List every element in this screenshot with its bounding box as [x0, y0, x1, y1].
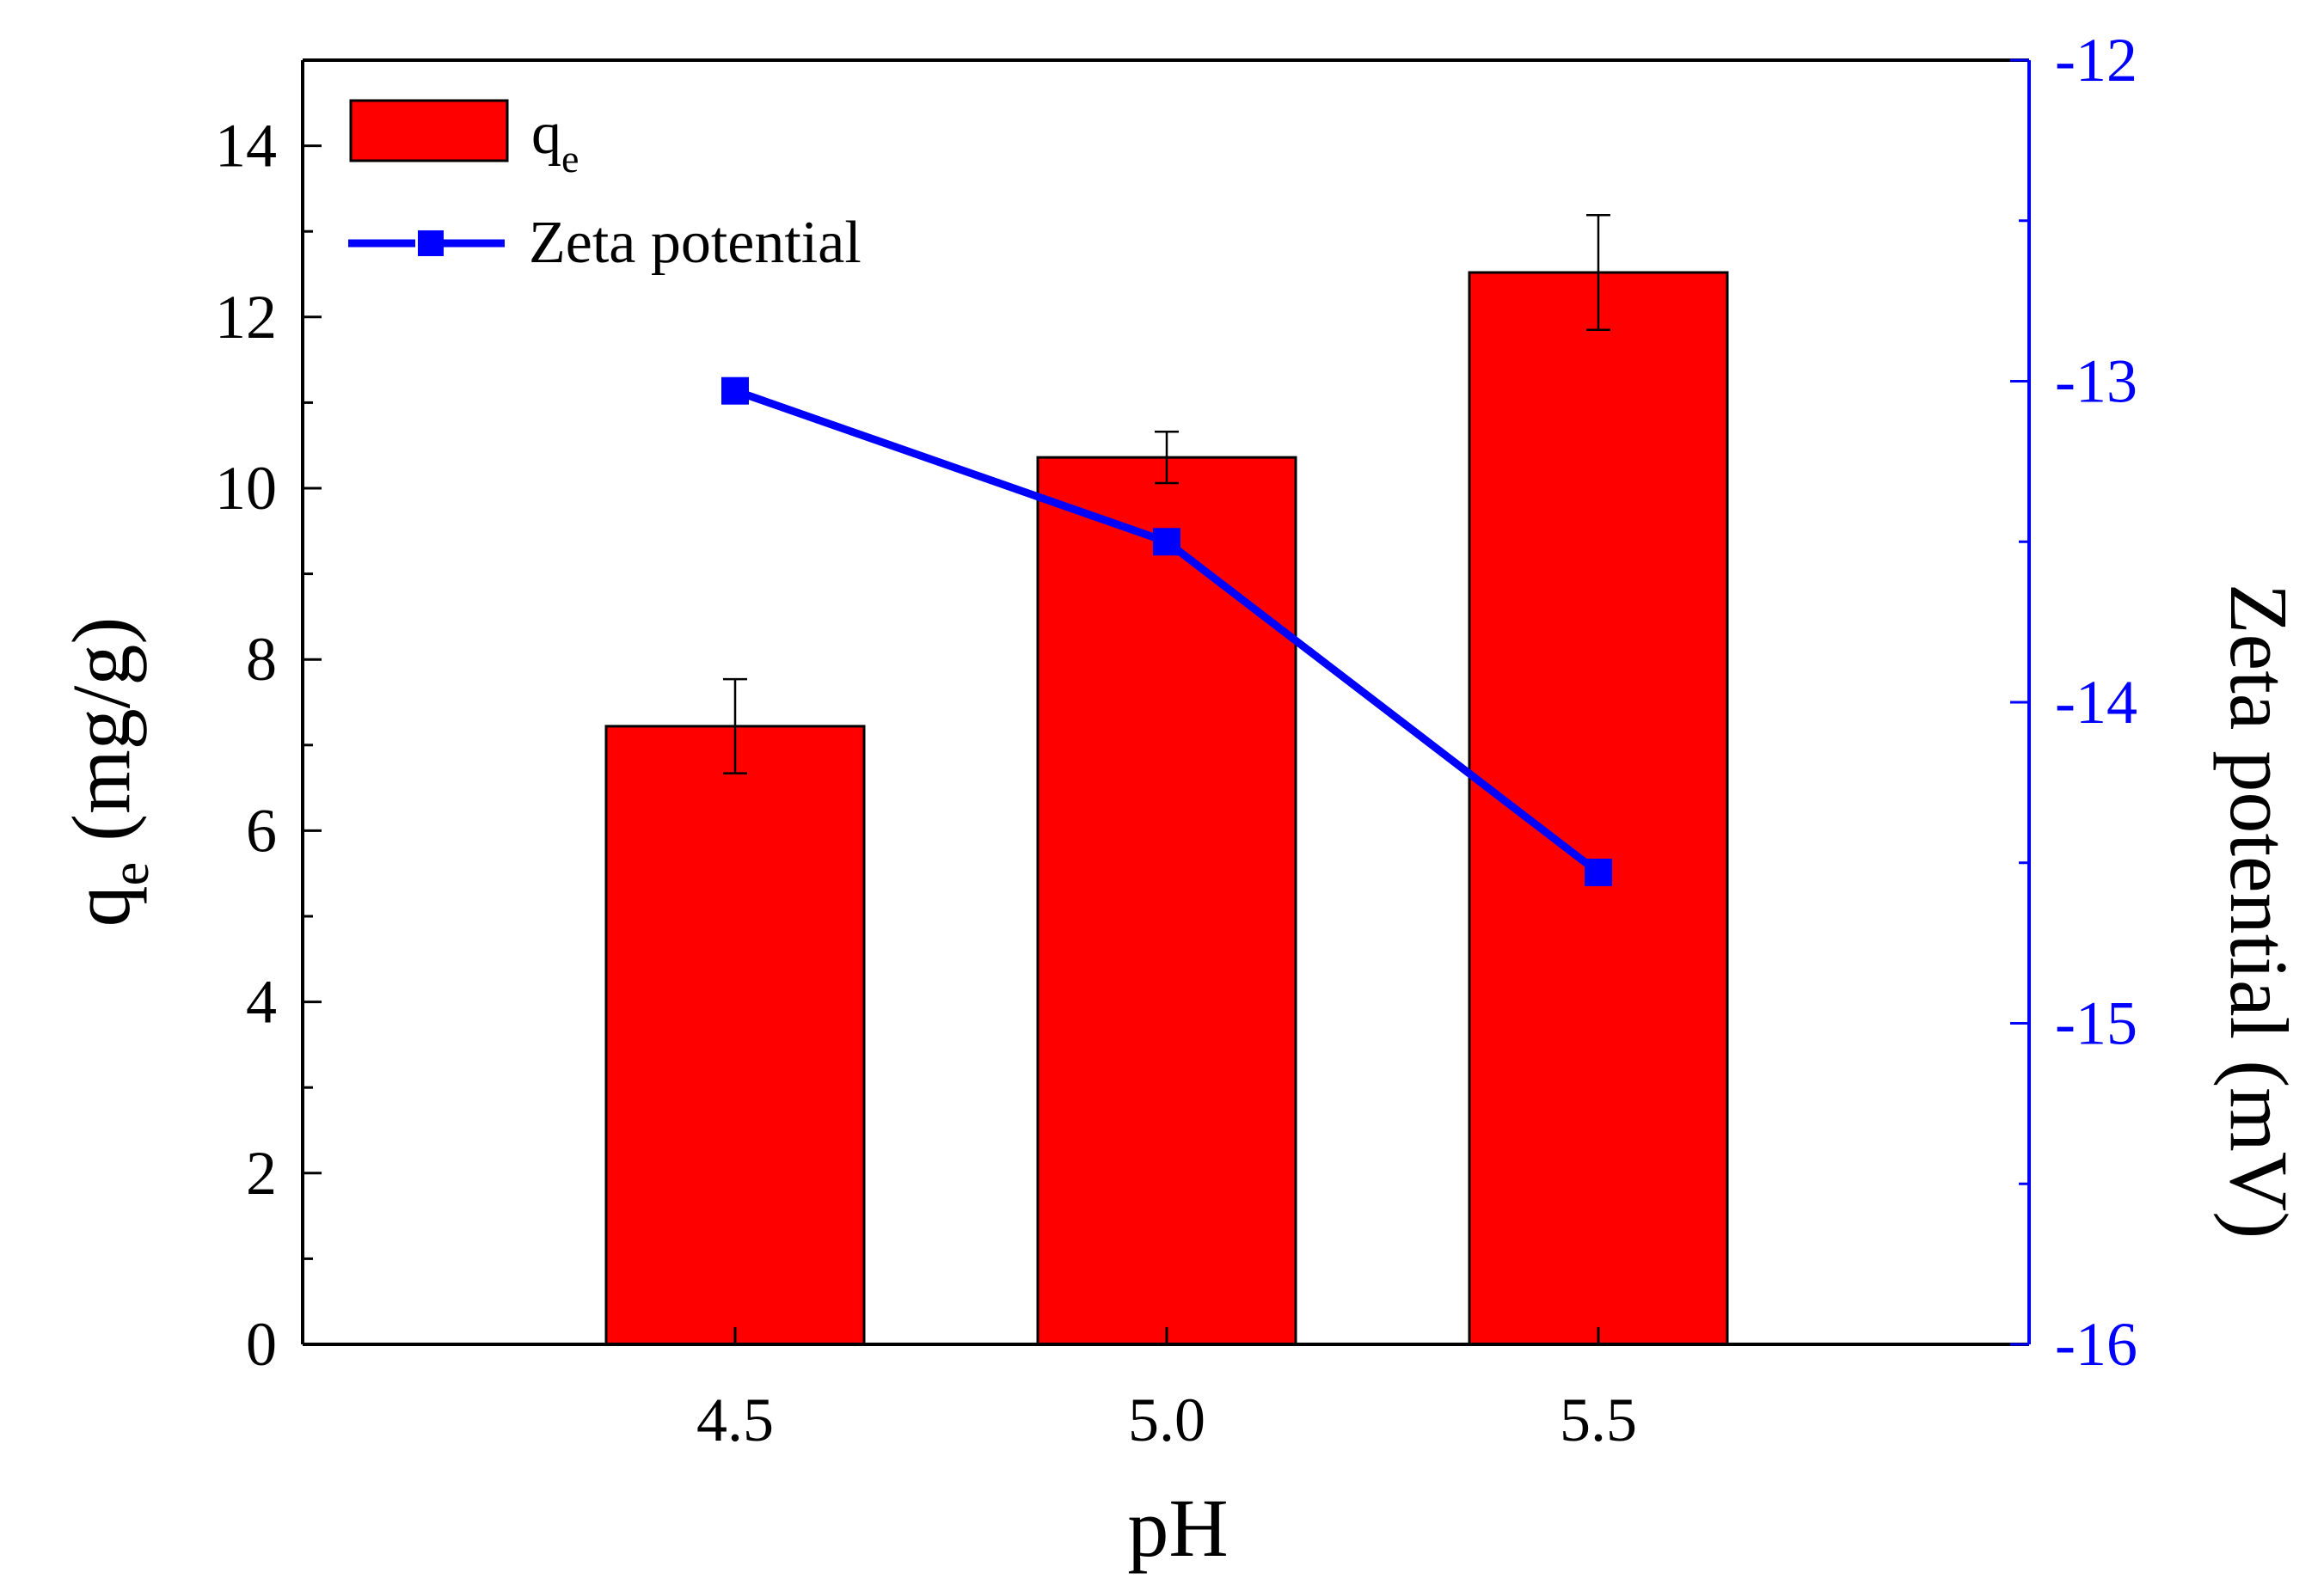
axes-layer: 0 2 4 6 8 10 12 14 -16 -15 -14 -13 -12 4.5 5.0 5.5	[215, 26, 2137, 1454]
y2-tick-label: -14	[2055, 668, 2137, 737]
y2-tick-label: -13	[2055, 347, 2137, 416]
bar-5.0	[1036, 456, 1297, 1346]
error-bar-5.5	[1586, 214, 1610, 331]
error-bar-5.0	[1155, 431, 1179, 485]
bar-4.5	[604, 725, 866, 1346]
y-tick-label: 8	[246, 625, 277, 694]
svg-text:qe (mg/g): qe (mg/g)	[55, 617, 160, 927]
zeta-marker-5.5	[1585, 858, 1612, 886]
legend-label-qe: qe	[531, 101, 579, 181]
y-tick-label: 2	[246, 1139, 277, 1208]
y-tick-label: 10	[215, 454, 277, 523]
y-axis-title-unit: (mg/g)	[55, 617, 147, 842]
y2-tick-label: -12	[2055, 26, 2137, 95]
y2-tick-label: -15	[2055, 989, 2137, 1058]
x-tick-label: 5.5	[1560, 1386, 1637, 1454]
x-tick-label: 4.5	[696, 1386, 774, 1454]
y-axis-title-sub: e	[101, 862, 160, 886]
y-tick-label: 4	[246, 968, 277, 1037]
y-tick-label: 0	[246, 1310, 277, 1379]
zeta-marker-5.0	[1153, 528, 1180, 556]
y-tick-label: 12	[215, 283, 277, 352]
y-axis-title-q: q	[55, 885, 147, 927]
error-bar-4.5	[723, 677, 747, 774]
y2-axis-title: Zeta potential (mV)	[2213, 584, 2305, 1239]
y2-tick-label: -16	[2055, 1310, 2137, 1379]
y-tick-label: 6	[246, 796, 277, 865]
zeta-marker-4.5	[721, 376, 749, 405]
y-axis-title: qe (mg/g)	[55, 617, 160, 927]
legend: qe Zeta potential	[348, 99, 862, 276]
legend-label-zeta: Zeta potential	[529, 210, 862, 276]
error-bars-layer	[723, 214, 1610, 774]
legend-swatch-zeta-marker	[418, 230, 444, 256]
x-axis-title: pH	[1127, 1482, 1228, 1574]
zeta-line-layer	[721, 376, 1612, 886]
bar-5.5	[1468, 271, 1729, 1346]
x-tick-label: 5.0	[1128, 1386, 1205, 1454]
legend-swatch-qe	[349, 99, 509, 162]
y-tick-label: 14	[215, 112, 277, 181]
